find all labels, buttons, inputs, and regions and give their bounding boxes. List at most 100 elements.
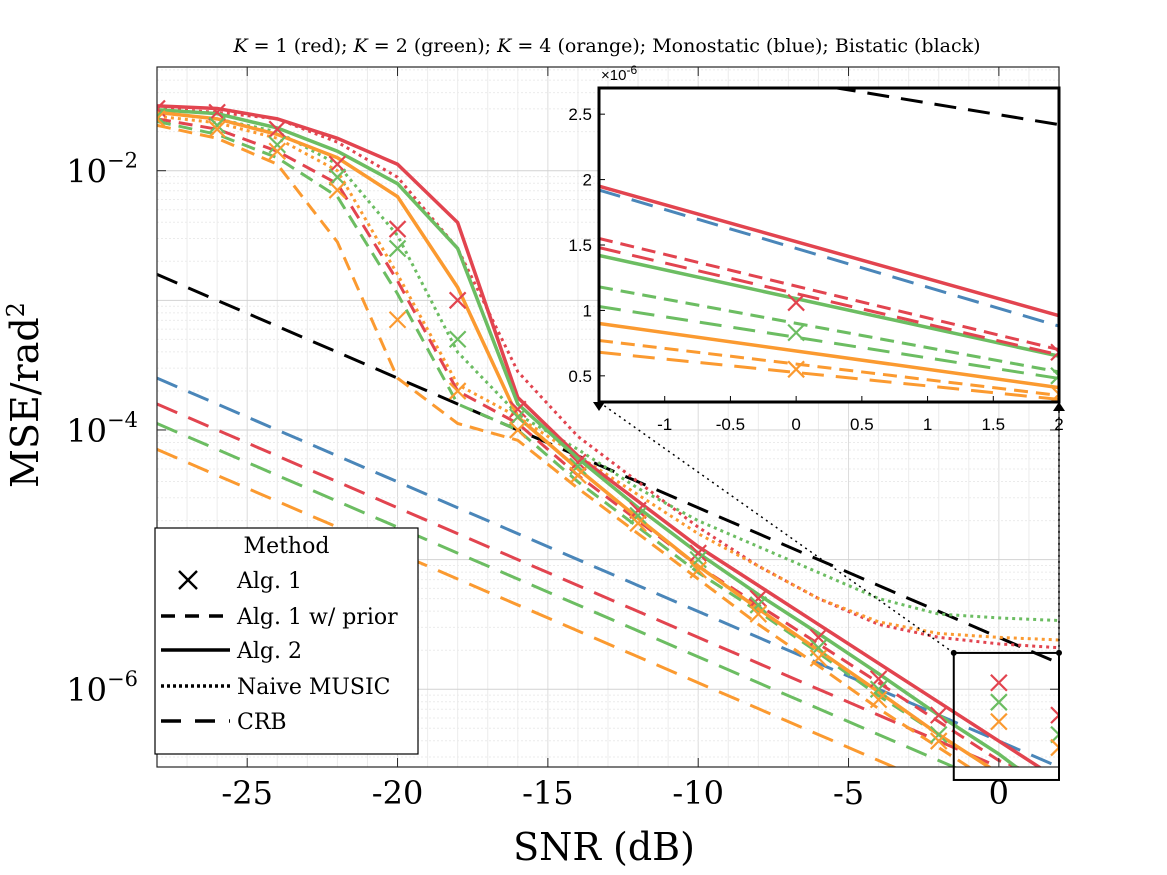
y-tick-base: 10 [66,671,107,709]
inset-x-tick-label: 1 [923,415,932,434]
inset-marker [1050,385,1059,402]
series-line [157,123,972,767]
y-tick-base: 10 [66,412,107,450]
legend-label: CRB [237,710,287,735]
series-marker [929,732,948,750]
y-axis-label-exponent: 2 [2,302,30,317]
legend-box [154,527,419,755]
chart-title-part-1: = 1 (red); [248,35,354,57]
series-marker [1050,738,1059,757]
series-marker [328,181,347,199]
inset-line [599,246,1059,357]
series-marker [629,506,647,525]
series-line [157,104,1043,767]
inset-scale-exponent: -6 [626,63,637,77]
series-marker [569,453,587,472]
series-marker [208,103,226,122]
series-line [157,108,1019,767]
inset-x-tick-label: 0 [791,415,800,434]
series-marker [1050,725,1059,744]
y-axis-label-base: MSE/rad [3,317,47,488]
series-marker [990,712,1008,731]
series-marker [990,673,1008,692]
inset-corner-arrow-right [1053,402,1065,411]
inset-line [827,88,1059,127]
series-line [157,376,1059,767]
y-tick-exponent: −6 [107,667,138,691]
x-tick-label: -10 [672,774,724,812]
inset-y-tick-label: 1.5 [568,236,592,255]
inset-line [599,184,1059,318]
inset-marker [1050,367,1059,385]
inset-y-tick-label: 1 [583,301,592,320]
x-tick-label: 0 [989,774,1009,812]
zoom-anchor-dot [950,649,957,656]
series-marker [388,220,407,238]
legend-entry: Alg. 1 w/ prior [161,605,398,630]
series-marker [689,561,707,579]
series-marker [929,706,948,724]
zoom-source-box [952,651,1060,781]
legend-entry: Alg. 1 [178,569,302,594]
series-marker [208,120,226,138]
series-line [157,106,1059,650]
series-line [157,119,992,767]
legend-label: Alg. 1 w/ prior [236,605,398,630]
chart-title: K = 1 (red); K = 2 (green); K = 4 (orang… [232,35,980,57]
legend-entry: Naive MUSIC [161,675,391,700]
series-line [157,273,1059,665]
y-tick-label: 10−6 [66,667,138,709]
series-line [157,448,898,767]
inset-line [599,321,1059,390]
inset-corner-arrow-left [593,402,605,411]
inset-x-tick-label: 0.5 [850,415,874,434]
chart-title-part-4: K [496,35,513,57]
inset-scale-base: ×10 [601,67,626,84]
series-marker [157,110,166,128]
series-marker [268,120,287,138]
legend: Method Alg. 1 Alg. 1 w/ prior Alg. 2 Naive M… [154,527,419,755]
chart-title-part-2: K [353,35,370,57]
series-marker [569,466,587,485]
series-marker [448,382,467,400]
series-marker [328,168,347,186]
y-tick-label: 10−2 [66,149,138,191]
inset-marker [1050,343,1059,362]
zoom-anchor-dot [1056,649,1062,656]
y-tick-exponent: −4 [107,408,138,432]
y-tick-label: 10−4 [66,408,138,450]
series-marker [448,291,467,310]
series-marker [388,239,407,258]
series-marker [509,408,527,426]
inset-line [599,339,1059,397]
x-axis-label: SNR (dB) [513,825,695,869]
legend-swatch [178,570,198,590]
zoom-inset: -1 -0.5 0 0.5 1 1.5 2 0.5 1 1.5 2 2.5 ×10-6 [568,63,1065,434]
series-marker [749,605,768,623]
series-marker [749,589,768,608]
x-tick-label: -25 [221,774,273,812]
series-marker [448,330,467,348]
legend-entry: CRB [161,710,287,735]
series-marker [1050,706,1059,724]
legend-entry: Alg. 2 [161,639,302,664]
series-marker [629,514,647,533]
chart-title-part-5: = 4 (orange); Monostatic (blue); Bistati… [511,35,980,57]
inset-marker [787,323,805,342]
inset-x-tick-label: -0.5 [716,415,745,434]
inset-x-tick-label: 2 [1054,415,1063,434]
series-line [157,114,1059,642]
series-marker [509,421,527,439]
series-marker [990,693,1008,711]
y-tick-base: 10 [66,153,107,191]
series-marker [388,311,407,329]
inset-marker [787,293,805,312]
series-line [157,422,958,767]
x-tick-label: -15 [522,774,574,812]
chart-title-part-3: = 2 (green); [368,35,497,57]
inset-line [599,285,1059,374]
inset-line [599,188,1059,328]
series-marker [328,155,347,173]
inset-y-tick-label: 0.5 [568,367,592,386]
